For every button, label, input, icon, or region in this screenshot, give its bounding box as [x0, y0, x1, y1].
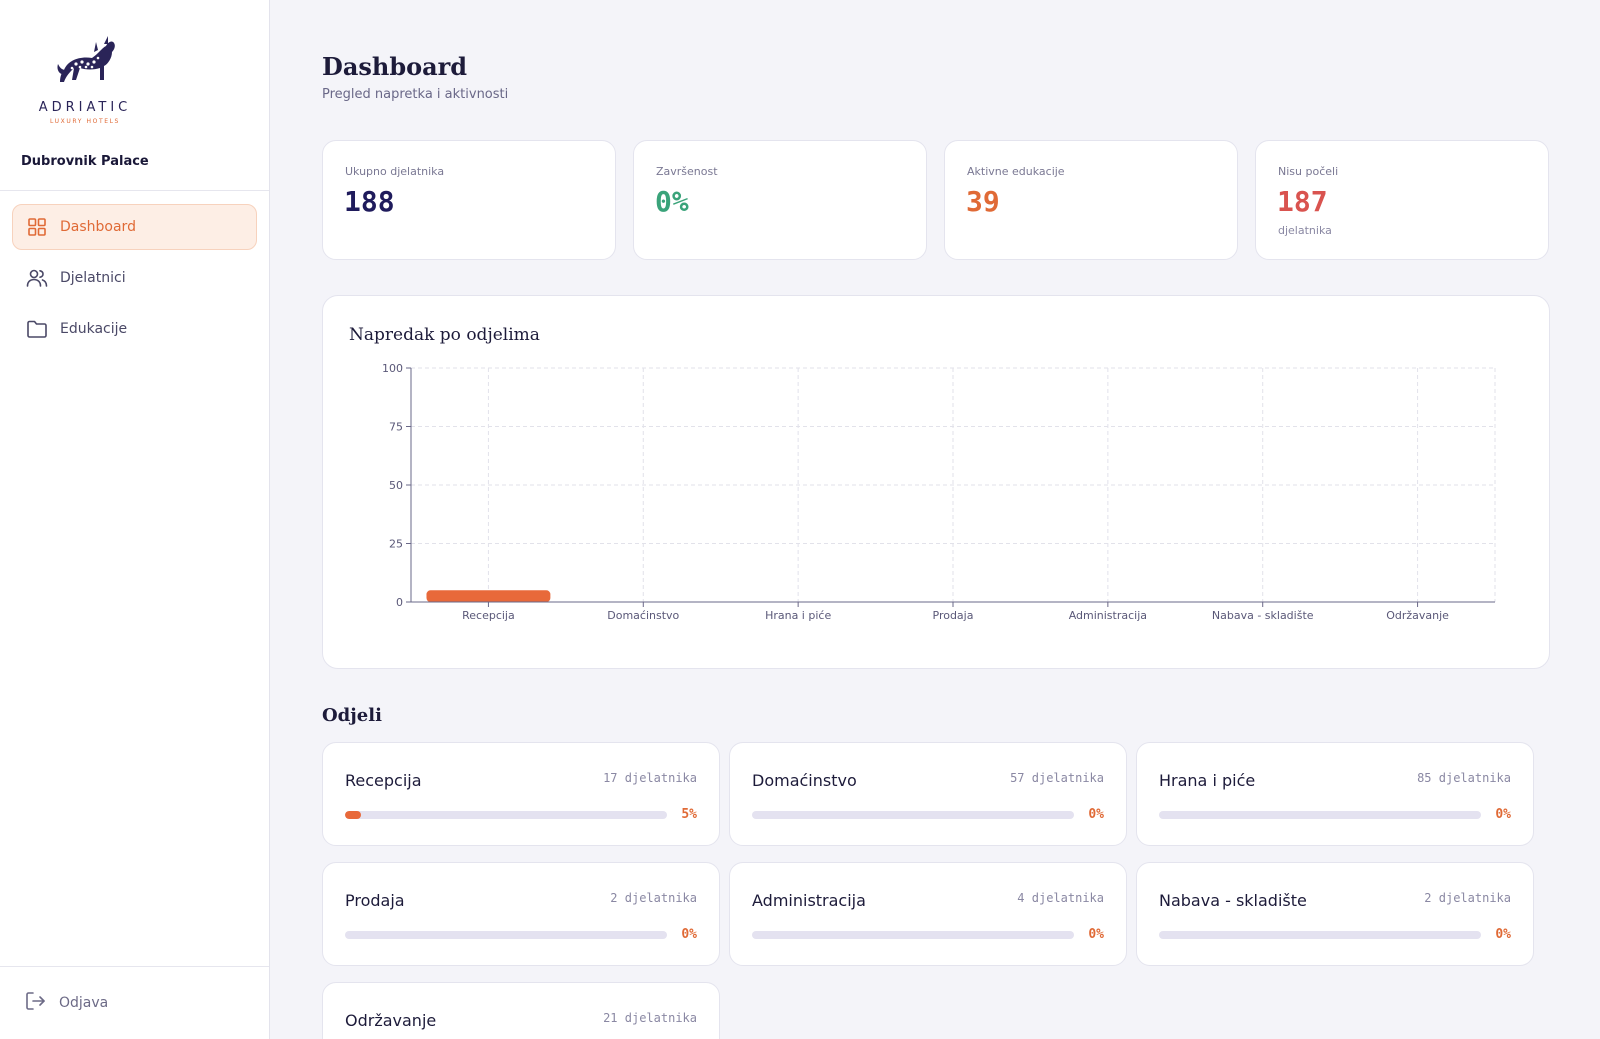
bar-recepcija [426, 590, 551, 602]
department-card-hrana-i-pi-e[interactable]: Hrana i piće 85 djelatnika 0% [1136, 742, 1534, 846]
sidebar-item-djelatnici[interactable]: Djelatnici [12, 255, 257, 301]
department-employee-count: 4 djelatnika [1017, 891, 1104, 905]
users-icon [26, 267, 48, 289]
brand-tagline: LUXURY HOTELS [50, 118, 120, 125]
department-progress-bar [345, 931, 667, 939]
x-tick-label: Prodaja [933, 609, 974, 622]
logout-label: Odjava [59, 995, 109, 1011]
department-progress-percent: 0% [1495, 807, 1511, 822]
department-progress-percent: 5% [681, 807, 697, 822]
page-subtitle: Pregled napretka i aktivnosti [322, 87, 509, 102]
department-employee-count: 2 djelatnika [610, 891, 697, 905]
chart-title: Napredak po odjelima [349, 325, 540, 345]
logout-button[interactable]: Odjava [25, 991, 108, 1015]
stat-label: Ukupno djelatnika [345, 165, 445, 178]
department-card-administracija[interactable]: Administracija 4 djelatnika 0% [729, 862, 1127, 966]
x-tick-label: Recepcija [462, 609, 515, 622]
sidebar-item-label: Dashboard [60, 219, 136, 235]
x-tick-label: Hrana i piće [765, 609, 831, 622]
department-progress-percent: 0% [1088, 927, 1104, 942]
x-tick-label: Održavanje [1386, 609, 1449, 622]
y-tick-label: 0 [396, 596, 403, 609]
stat-value: 39 [966, 185, 1000, 218]
stat-card-completion: Završenost 0% [633, 140, 927, 260]
stat-card-not-started: Nisu počeli 187 djelatnika [1255, 140, 1549, 260]
leopard-icon [57, 36, 115, 82]
y-tick-label: 100 [382, 362, 403, 375]
department-name: Recepcija [345, 771, 422, 790]
department-progress-percent: 0% [1088, 807, 1104, 822]
department-progress-fill [345, 811, 362, 819]
y-tick-label: 50 [389, 479, 403, 492]
folder-icon [26, 318, 48, 340]
sidebar-nav: Dashboard Djelatnici Edukacije [12, 204, 257, 357]
stat-value: 0% [655, 185, 689, 218]
stat-card-total-employees: Ukupno djelatnika 188 [322, 140, 616, 260]
sidebar-item-label: Edukacije [60, 321, 128, 337]
department-name: Hrana i piće [1159, 771, 1256, 790]
department-card-prodaja[interactable]: Prodaja 2 djelatnika 0% [322, 862, 720, 966]
section-title-departments: Odjeli [322, 705, 382, 726]
y-tick-label: 75 [389, 421, 403, 434]
stat-label: Aktivne edukacije [967, 165, 1065, 178]
department-employee-count: 17 djelatnika [603, 771, 697, 785]
department-card-recepcija[interactable]: Recepcija 17 djelatnika 5% [322, 742, 720, 846]
stat-card-active-trainings: Aktivne edukacije 39 [944, 140, 1238, 260]
bar-chart: 0 25 50 75 100 Recepcija Domaćinstvo Hrana i pi… [382, 362, 1496, 622]
x-tick-label: Domaćinstvo [607, 609, 679, 622]
logout-icon [25, 991, 47, 1015]
brand-logo: ADRIATIC LUXURY HOTELS [0, 34, 170, 125]
stat-label: Završenost [656, 165, 718, 178]
department-name: Održavanje [345, 1011, 437, 1030]
department-card-nabava-skladi-te[interactable]: Nabava - skladište 2 djelatnika 0% [1136, 862, 1534, 966]
department-employee-count: 57 djelatnika [1010, 771, 1104, 785]
hotel-name: Dubrovnik Palace [21, 154, 149, 169]
department-employee-count: 21 djelatnika [603, 1011, 697, 1025]
department-name: Domaćinstvo [752, 771, 857, 790]
page-title: Dashboard [322, 52, 468, 81]
stat-value: 188 [344, 185, 395, 218]
brand-name: ADRIATIC [38, 100, 132, 115]
department-name: Administracija [752, 891, 866, 910]
y-tick-label: 25 [389, 538, 403, 551]
department-progress-bar [752, 811, 1074, 819]
department-progress-bar [752, 931, 1074, 939]
stat-note: djelatnika [1278, 224, 1332, 237]
x-tick-label: Nabava - skladište [1212, 609, 1314, 622]
department-progress-bar [345, 811, 667, 819]
department-progress-bar [1159, 931, 1481, 939]
sidebar-item-dashboard[interactable]: Dashboard [12, 204, 257, 250]
sidebar-item-edukacije[interactable]: Edukacije [12, 306, 257, 352]
stat-value: 187 [1277, 185, 1328, 218]
sidebar-divider [0, 190, 269, 191]
department-employee-count: 2 djelatnika [1424, 891, 1511, 905]
department-employee-count: 85 djelatnika [1417, 771, 1511, 785]
stat-label: Nisu počeli [1278, 165, 1339, 178]
grid-icon [26, 216, 48, 238]
department-name: Nabava - skladište [1159, 891, 1307, 910]
department-progress-bar [1159, 811, 1481, 819]
sidebar: ADRIATIC LUXURY HOTELS Dubrovnik Palace … [0, 0, 270, 1039]
sidebar-divider [0, 966, 269, 967]
department-progress-percent: 0% [681, 927, 697, 942]
department-card-doma-instvo[interactable]: Domaćinstvo 57 djelatnika 0% [729, 742, 1127, 846]
x-tick-label: Administracija [1069, 609, 1147, 622]
department-progress-chart: Napredak po odjelima 0 25 50 75 100 Recepcija… [322, 295, 1550, 669]
sidebar-item-label: Djelatnici [60, 270, 126, 286]
department-name: Prodaja [345, 891, 405, 910]
department-progress-percent: 0% [1495, 927, 1511, 942]
